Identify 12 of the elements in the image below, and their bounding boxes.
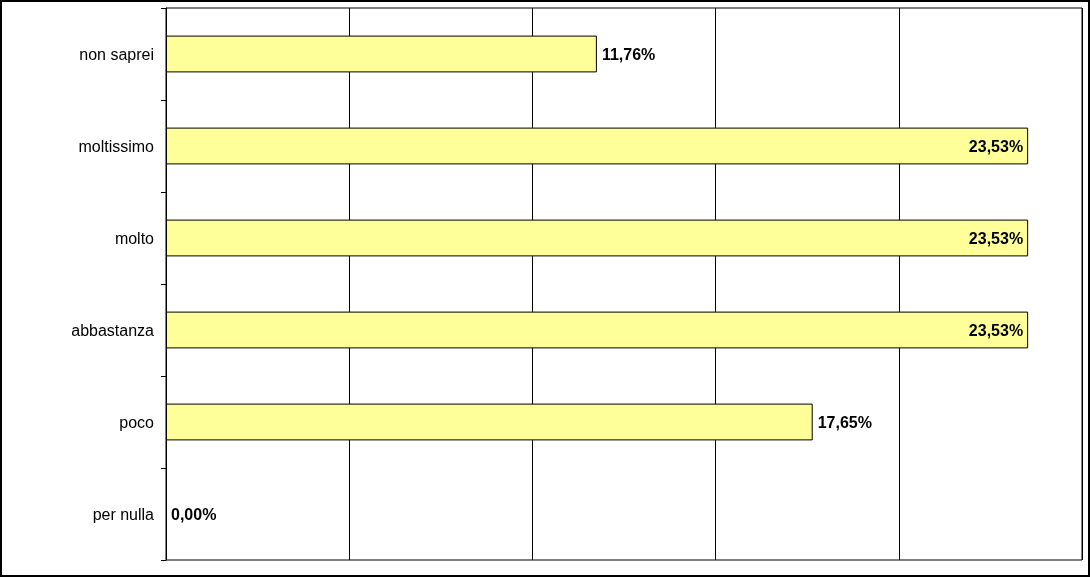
y-tick-label: per nulla	[92, 505, 155, 523]
data-label: 23,53%	[968, 321, 1024, 339]
y-tick-label: abbastanza	[71, 321, 155, 339]
y-tick-label: moltissimo	[78, 137, 155, 155]
data-label: 23,53%	[968, 229, 1024, 247]
data-label: 17,65%	[817, 413, 872, 431]
data-label: 11,76%	[601, 45, 656, 63]
y-tick-label: poco	[119, 413, 155, 431]
y-tick-label: molto	[114, 229, 155, 247]
data-label: 0,00%	[171, 505, 217, 523]
data-label: 23,53%	[968, 137, 1024, 155]
y-tick-label: non saprei	[79, 45, 154, 63]
